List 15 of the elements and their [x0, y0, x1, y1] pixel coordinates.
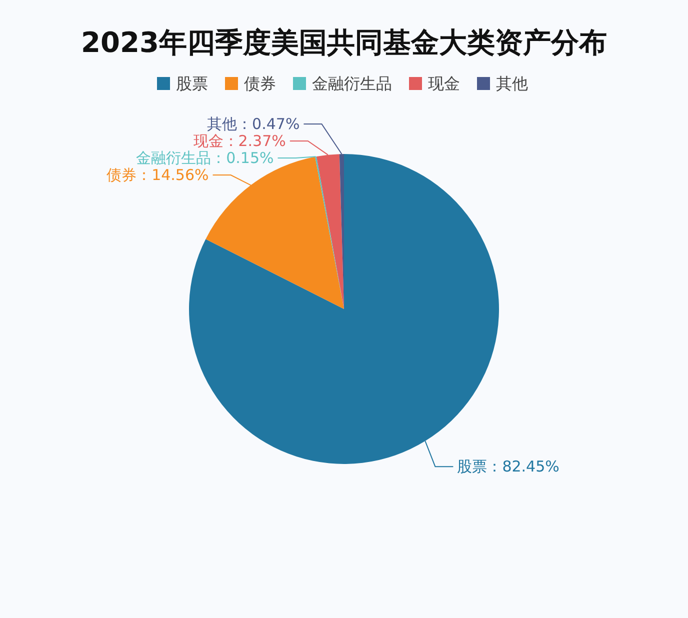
legend-label: 债券: [244, 74, 276, 93]
data-label: ：0.47%: [237, 115, 300, 134]
data-label: ：0.15%: [211, 149, 274, 168]
legend-label: 股票: [176, 74, 208, 93]
slice-label: 其他: [207, 115, 238, 134]
slice-label: 现金: [193, 132, 224, 150]
legend-label: 金融衍生品: [312, 74, 392, 93]
data-label: ：82.45%: [487, 458, 560, 476]
slice-label: 股票: [457, 458, 488, 476]
data-label: ：14.56%: [136, 166, 209, 184]
slice-label: 债券: [106, 166, 137, 184]
legend-label: 其他: [496, 74, 528, 93]
data-label: ：2.37%: [223, 132, 286, 150]
chart-title: 2023年四季度美国共同基金大类资产分布: [81, 26, 607, 59]
legend-label: 现金: [428, 74, 460, 93]
